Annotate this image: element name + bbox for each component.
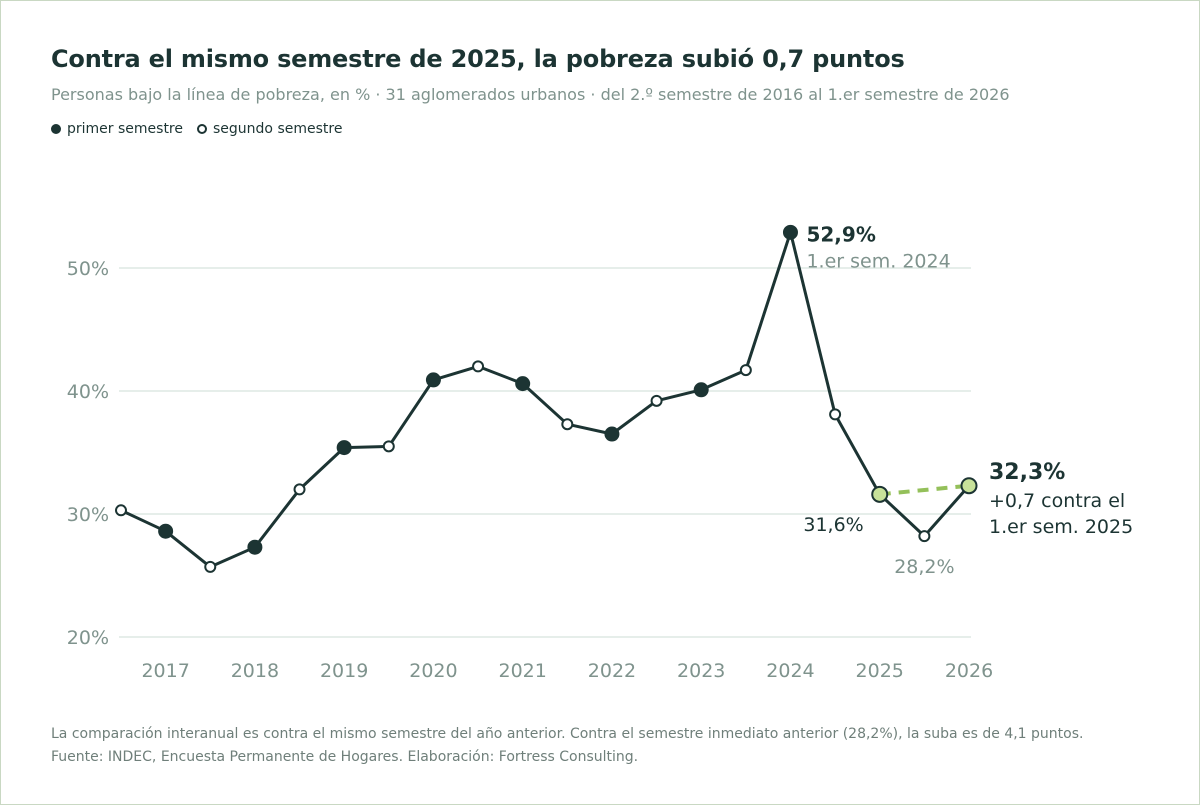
data-point-first-semester <box>425 372 441 388</box>
open-dot-icon <box>197 124 207 134</box>
data-point-first-semester <box>247 539 263 555</box>
footnote-note: La comparación interanual es contra el m… <box>51 726 1084 742</box>
prev-year-value-label: 31,6% <box>803 514 863 536</box>
prev-semester-value-label: 28,2% <box>894 556 954 578</box>
x-tick-label: 2023 <box>677 660 725 682</box>
data-point-second-semester <box>472 360 485 373</box>
data-point-first-semester <box>515 376 531 392</box>
legend-label-second: segundo semestre <box>213 121 343 137</box>
data-point-second-semester <box>382 440 395 453</box>
filled-dot-icon <box>51 124 61 134</box>
legend-label-first: primer semestre <box>67 121 183 137</box>
legend-item-second-semester: segundo semestre <box>197 121 342 137</box>
peak-period-label: 1.er sem. 2024 <box>806 250 950 272</box>
x-tick-label: 2020 <box>409 660 457 682</box>
data-point-second-semester <box>829 408 842 421</box>
data-point-first-semester <box>871 485 889 503</box>
x-tick-label: 2026 <box>945 660 993 682</box>
x-tick-label: 2021 <box>499 660 547 682</box>
y-tick-label: 30% <box>67 504 109 526</box>
data-point-first-semester <box>158 523 174 539</box>
x-tick-label: 2024 <box>766 660 814 682</box>
data-point-first-semester <box>336 440 352 456</box>
data-point-second-semester <box>561 418 574 431</box>
y-tick-label: 20% <box>67 627 109 649</box>
x-tick-label: 2017 <box>141 660 189 682</box>
y-tick-label: 50% <box>67 258 109 280</box>
data-point-second-semester <box>204 560 217 573</box>
y-tick-label: 40% <box>67 381 109 403</box>
peak-value-label: 52,9% <box>806 222 875 246</box>
chart-title: Contra el mismo semestre de 2025, la pob… <box>51 45 905 73</box>
data-point-second-semester <box>739 364 752 377</box>
legend: primer semestre segundo semestre <box>51 121 356 137</box>
legend-item-first-semester: primer semestre <box>51 121 183 137</box>
data-point-second-semester <box>918 530 931 543</box>
data-point-second-semester <box>115 504 127 517</box>
data-point-first-semester <box>782 224 798 240</box>
last-change-label: +0,7 contra el <box>989 490 1125 512</box>
last-value-label: 32,3% <box>989 460 1065 485</box>
footnote-source: Fuente: INDEC, Encuesta Permanente de Ho… <box>51 749 639 765</box>
series-line <box>120 230 971 569</box>
footnote: La comparación interanual es contra el m… <box>51 723 1083 769</box>
chart-subtitle: Personas bajo la línea de pobreza, en % … <box>51 85 1010 104</box>
comparison-dashed-line <box>879 483 970 497</box>
data-point-second-semester <box>293 483 306 496</box>
data-point-second-semester <box>650 394 663 407</box>
x-tick-label: 2022 <box>588 660 636 682</box>
x-tick-label: 2019 <box>320 660 368 682</box>
x-tick-label: 2025 <box>856 660 904 682</box>
data-point-first-semester <box>604 426 620 442</box>
data-point-first-semester <box>960 477 978 495</box>
data-point-first-semester <box>693 382 709 398</box>
last-change-reference-label: 1.er sem. 2025 <box>989 516 1133 538</box>
x-tick-label: 2018 <box>231 660 279 682</box>
